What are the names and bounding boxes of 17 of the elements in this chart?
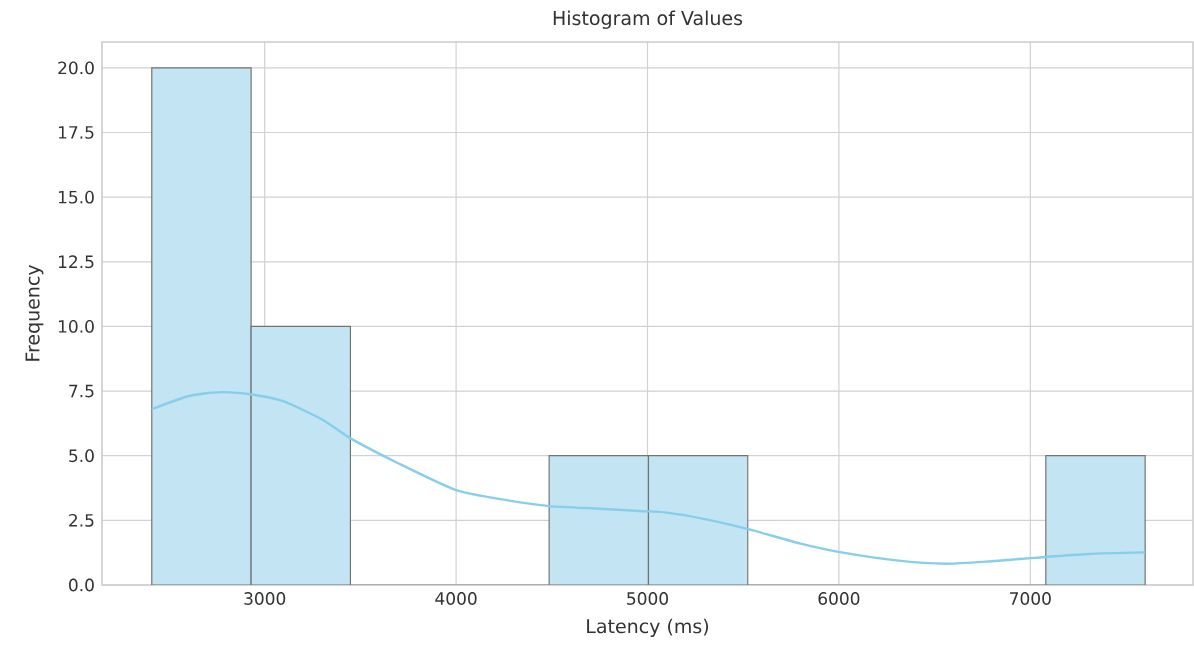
x-tick-label: 4000 — [435, 592, 477, 605]
y-tick-label: 15.0 — [58, 190, 94, 204]
y-axis-title: Frequency — [25, 264, 44, 361]
y-tick-label: 17.5 — [58, 126, 94, 139]
y-tick-label: 10.0 — [58, 320, 94, 333]
x-axis-title: Latency (ms) — [587, 618, 709, 638]
x-tick-label: 7000 — [1010, 592, 1051, 605]
y-tick-label: 7.5 — [69, 384, 94, 398]
chart-title: Histogram of Values — [553, 10, 743, 29]
x-tick-label: 6000 — [818, 592, 860, 605]
y-tick-label: 0.0 — [69, 578, 94, 592]
x-tick-label: 3000 — [244, 592, 286, 605]
x-tick-label: 5000 — [627, 592, 668, 605]
y-tick-label: 5.0 — [69, 449, 94, 463]
y-tick-label: 20.0 — [58, 61, 94, 75]
y-tick-label: 12.5 — [58, 255, 94, 269]
y-tick-label: 2.5 — [69, 513, 94, 527]
